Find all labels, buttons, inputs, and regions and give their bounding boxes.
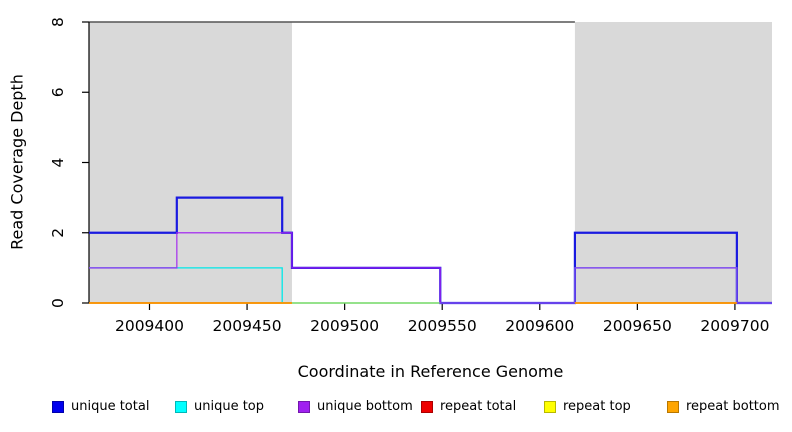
legend-label: repeat total [440,399,517,414]
legend-swatch-icon [421,400,433,413]
x-tick-label: 2009600 [505,317,574,335]
legend-item-unique-top: unique top [175,399,298,414]
y-tick-label: 8 [49,17,67,27]
legend-swatch-icon [298,400,310,413]
coverage-line-unique-bottom [89,232,772,304]
legend-item-repeat-total: repeat total [421,399,544,414]
y-axis-title: Read Coverage Depth [7,74,27,250]
x-axis-title: Coordinate in Reference Genome [297,362,564,381]
x-tick-label: 2009650 [603,317,672,335]
x-tick-label: 2009500 [310,317,379,335]
legend-item-unique-total: unique total [52,399,175,414]
y-tick-label: 4 [49,158,67,168]
legend-label: unique total [71,399,150,414]
legend-item-repeat-bottom: repeat bottom [667,399,790,414]
x-tick-label: 2009400 [115,317,184,335]
y-tick-label: 0 [49,298,67,308]
x-tick-label: 2009700 [700,317,769,335]
legend-item-repeat-top: repeat top [544,399,667,414]
legend-label: unique top [194,399,265,414]
repeat-region-band [89,22,292,303]
y-tick-label: 6 [49,87,67,97]
legend-swatch-icon [175,400,187,413]
x-tick-label: 2009450 [213,317,282,335]
legend-swatch-icon [544,400,556,413]
legend-label: repeat top [563,399,631,414]
y-tick-label: 2 [49,228,67,238]
legend-swatch-icon [52,400,64,413]
legend-label: unique bottom [317,399,413,414]
x-tick-label: 2009550 [408,317,477,335]
legend-label: repeat bottom [686,399,780,414]
legend: unique total unique top unique bottom repea… [52,399,790,414]
repeat-region-band [574,22,772,303]
legend-swatch-icon [667,400,679,413]
legend-item-unique-bottom: unique bottom [298,399,421,414]
